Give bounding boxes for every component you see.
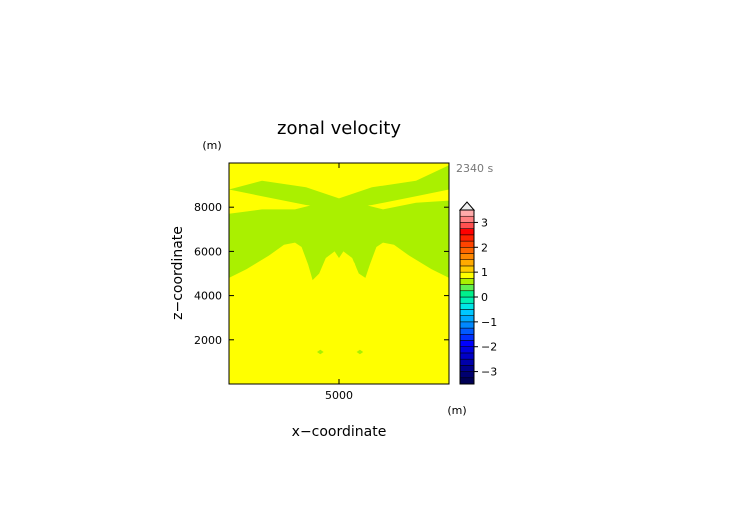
colorbar-label: 0: [481, 291, 488, 304]
colorbar-band: [459, 222, 475, 229]
velocity-region-3: [328, 262, 335, 275]
axes: 5000 2000 4000 6000 8000: [194, 162, 450, 402]
colorbar-band: [459, 265, 475, 273]
colorbar-label: 2: [481, 241, 488, 254]
colorbar-label: −2: [481, 341, 497, 354]
colorbar-band: [459, 309, 475, 316]
velocity-region-4: [350, 262, 357, 275]
colorbar-band: [459, 346, 475, 354]
plot-area: [229, 163, 449, 384]
colorbar: 3 2 1 0 −1 −2 −3: [458, 201, 497, 385]
x-unit-label: (m): [447, 404, 466, 417]
colorbar-band: [459, 377, 475, 385]
colorbar-band: [459, 259, 475, 267]
colorbar-band: [459, 253, 475, 260]
colorbar-band: [459, 321, 475, 329]
y-tick-label: 6000: [194, 245, 222, 258]
x-tick-label: 5000: [325, 389, 353, 402]
colorbar-label: −3: [481, 366, 497, 379]
colorbar-band: [459, 352, 475, 360]
colorbar-band: [459, 334, 475, 341]
colorbar-band: [459, 215, 475, 223]
colorbar-band: [459, 302, 475, 310]
colorbar-band: [459, 327, 475, 335]
chart-title: zonal velocity: [277, 118, 401, 139]
y-unit-label: (m): [202, 139, 221, 152]
colorbar-band: [459, 296, 475, 304]
colorbar-band: [459, 209, 475, 217]
colorbar-band: [459, 365, 475, 372]
colorbar-band: [459, 284, 475, 292]
colorbar-band: [459, 234, 475, 242]
colorbar-label: 1: [481, 266, 488, 279]
colorbar-label: −1: [481, 316, 497, 329]
colorbar-band: [459, 278, 475, 285]
y-axis-label: z−coordinate: [170, 226, 186, 320]
colorbar-band: [459, 228, 475, 236]
colorbar-band: [459, 340, 475, 347]
colorbar-band: [459, 290, 475, 298]
velocity-region-1: [229, 165, 449, 210]
time-label: 2340 s: [456, 162, 493, 175]
colorbar-band: [459, 315, 475, 323]
velocity-region-2: [229, 200, 449, 281]
x-axis-label: x−coordinate: [292, 424, 387, 440]
colorbar-band: [459, 271, 475, 279]
colorbar-label: 3: [481, 216, 488, 229]
colorbar-band: [459, 358, 475, 366]
y-tick-label: 8000: [194, 201, 222, 214]
velocity-region-6: [356, 349, 364, 355]
colorbar-band: [459, 371, 475, 379]
velocity-region-5: [317, 349, 324, 355]
y-tick-label: 4000: [194, 290, 222, 303]
y-tick-label: 2000: [194, 334, 222, 347]
colorbar-band: [459, 247, 475, 254]
colorbar-extend-arrow: [458, 201, 476, 211]
colorbar-band: [459, 240, 475, 248]
